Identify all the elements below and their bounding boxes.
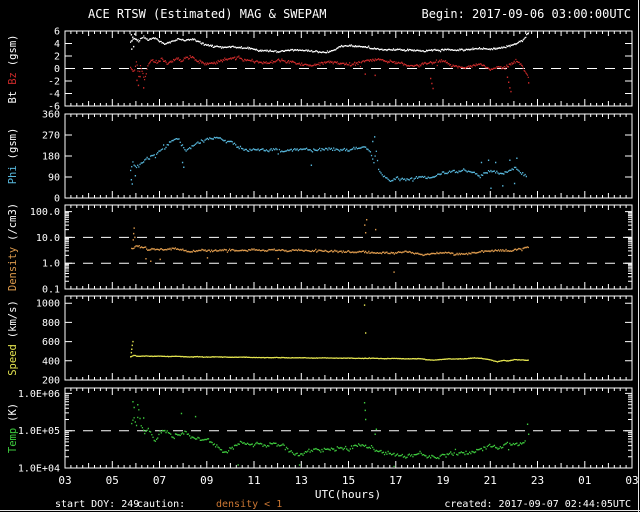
y-tick-label-phi: 90 bbox=[48, 173, 60, 184]
x-tick-label: 19 bbox=[436, 474, 449, 487]
series-bz-outliers bbox=[136, 73, 530, 93]
axis-ticks-temp bbox=[64, 388, 633, 469]
x-tick-label: 09 bbox=[200, 474, 213, 487]
axis-ticks-phi bbox=[64, 113, 633, 199]
y-tick-label-phi: 270 bbox=[42, 131, 60, 142]
plot-header: ACE RTSW (Estimated) MAG & SWEPAM Begin:… bbox=[0, 7, 640, 23]
x-tick-label: 07 bbox=[153, 474, 166, 487]
series-temp-outliers bbox=[132, 400, 530, 467]
series-speed bbox=[130, 354, 529, 363]
footer-caution-value: density < 1 bbox=[216, 499, 283, 510]
series-bz bbox=[130, 54, 529, 81]
y-tick-label-mag: 0 bbox=[54, 64, 60, 75]
y-axis-label-density: Density (/cm3) bbox=[7, 200, 19, 294]
y-axis-label-part: Phi bbox=[7, 165, 19, 185]
series-speed-outliers bbox=[130, 304, 367, 354]
x-tick-label: 11 bbox=[247, 474, 260, 487]
y-axis-label-part: (km/s) bbox=[7, 300, 19, 339]
y-tick-label-temp: 1.0E+05 bbox=[18, 426, 60, 437]
y-tick-label-mag: -6 bbox=[48, 102, 60, 113]
axis-ticks-density bbox=[64, 205, 633, 290]
y-axis-label-part: Speed bbox=[7, 344, 19, 376]
x-tick-label: 21 bbox=[484, 474, 497, 487]
y-axis-label-part: Bz bbox=[7, 71, 19, 85]
plot-title: ACE RTSW (Estimated) MAG & SWEPAM bbox=[88, 7, 327, 21]
x-tick-label: 13 bbox=[295, 474, 308, 487]
y-tick-label-speed: 600 bbox=[42, 337, 60, 348]
series-bt bbox=[130, 32, 529, 54]
y-tick-label-density: 100.0 bbox=[30, 207, 60, 218]
y-axis-label-part: Temp bbox=[7, 427, 19, 454]
y-tick-label-density: 1.0 bbox=[42, 259, 60, 270]
y-tick-label-temp: 1.0E+06 bbox=[18, 389, 60, 400]
panel-frame-temp bbox=[64, 387, 633, 469]
y-tick-label-temp: 1.0E+04 bbox=[18, 464, 60, 475]
footer-created-timestamp: created: 2017-09-07 02:44:05UTC bbox=[444, 499, 631, 510]
y-tick-label-speed: 1000 bbox=[36, 299, 60, 310]
x-axis-label: UTC(hours) bbox=[314, 488, 382, 501]
y-tick-label-phi: 360 bbox=[42, 110, 60, 121]
footer-caution-label: caution: bbox=[137, 499, 186, 510]
y-axis-label-phi: Phi (gsm) bbox=[7, 125, 19, 188]
axis-ticks-speed bbox=[64, 296, 633, 381]
screen-border-right bbox=[638, 0, 639, 512]
x-tick-label: 17 bbox=[389, 474, 402, 487]
y-axis-label-temp: Temp (K) bbox=[7, 400, 19, 456]
y-axis-label-part: (/cm3) bbox=[7, 202, 19, 241]
y-axis-label-part: (K) bbox=[7, 402, 19, 422]
panel-frame-density bbox=[64, 204, 633, 290]
x-tick-label: 23 bbox=[531, 474, 544, 487]
series-phi bbox=[130, 136, 527, 182]
y-tick-label-mag: 4 bbox=[54, 39, 60, 50]
y-tick-label-density: 10.0 bbox=[36, 233, 60, 244]
y-axis-label-part: (gsm) bbox=[7, 127, 19, 160]
y-tick-label-speed: 200 bbox=[42, 376, 60, 387]
y-tick-label-phi: 0 bbox=[54, 194, 60, 205]
x-tick-label: 03 bbox=[625, 474, 638, 487]
screen-border-bottom bbox=[0, 510, 640, 511]
x-tick-label: 05 bbox=[106, 474, 119, 487]
series-density bbox=[131, 245, 529, 257]
y-axis-label-part: Bt bbox=[7, 90, 19, 103]
panel-frame-mag bbox=[64, 30, 633, 107]
x-tick-label: 03 bbox=[58, 474, 71, 487]
begin-timestamp: Begin: 2017-09-06 03:00:00UTC bbox=[421, 7, 631, 21]
series-phi-outliers bbox=[130, 136, 518, 189]
y-tick-label-mag: 2 bbox=[54, 52, 60, 63]
series-density-outliers bbox=[132, 219, 395, 273]
series-bt-burst bbox=[130, 32, 530, 50]
y-tick-label-speed: 800 bbox=[42, 318, 60, 329]
x-tick-label: 01 bbox=[578, 474, 591, 487]
x-tick-label: 15 bbox=[342, 474, 355, 487]
series-temp bbox=[131, 409, 526, 460]
y-tick-label-phi: 180 bbox=[42, 152, 60, 163]
y-axis-label-part: (gsm) bbox=[7, 34, 19, 66]
y-tick-label-mag: -2 bbox=[48, 77, 60, 88]
footer-start-doy: start DOY: 249 bbox=[55, 499, 140, 510]
panel-frame-speed bbox=[64, 295, 633, 381]
y-axis-label-part: Density bbox=[7, 246, 19, 292]
y-axis-label-speed: Speed (km/s) bbox=[7, 297, 19, 379]
y-tick-label-mag: -4 bbox=[48, 89, 60, 100]
y-tick-label-speed: 400 bbox=[42, 356, 60, 367]
y-tick-label-density: 0.1 bbox=[42, 285, 60, 296]
y-axis-label-mag: Bt Bz (gsm) bbox=[7, 31, 19, 106]
y-tick-label-mag: 6 bbox=[54, 27, 60, 38]
axis-ticks-mag bbox=[64, 30, 633, 107]
